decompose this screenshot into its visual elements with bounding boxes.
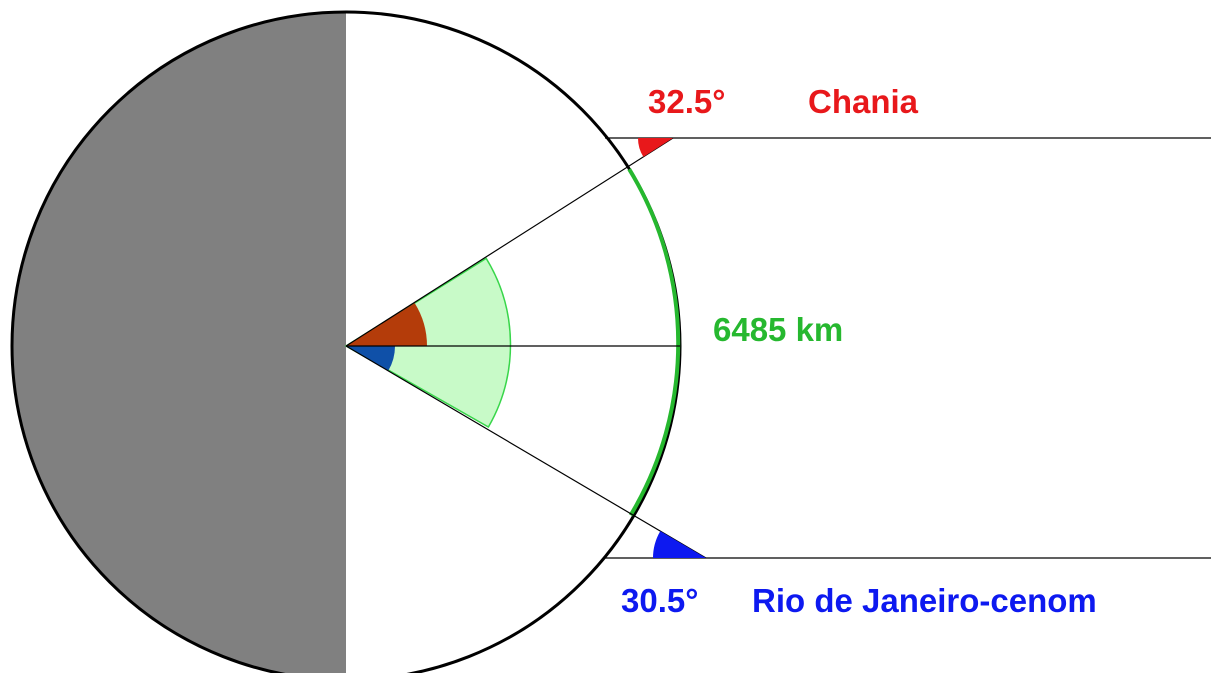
rio-city-label: Rio de Janeiro-cenom (752, 582, 1097, 619)
chania-center-angle-wedge (346, 303, 427, 346)
chania-angle-label: 32.5° (648, 83, 725, 120)
distance-arc (627, 168, 681, 517)
rio-angle-label: 30.5° (621, 582, 698, 619)
chania-ray (345, 137, 674, 347)
earth-night-side (12, 12, 346, 673)
chania-city-label: Chania (808, 83, 919, 120)
arc-distance-label: 6485 km (713, 311, 843, 348)
rio-ray (345, 345, 707, 559)
chania-angle-marker (637, 138, 673, 157)
rio-center-angle-wedge (346, 346, 395, 371)
rio-angle-marker (653, 531, 706, 558)
central-angle-sector (344, 257, 512, 429)
